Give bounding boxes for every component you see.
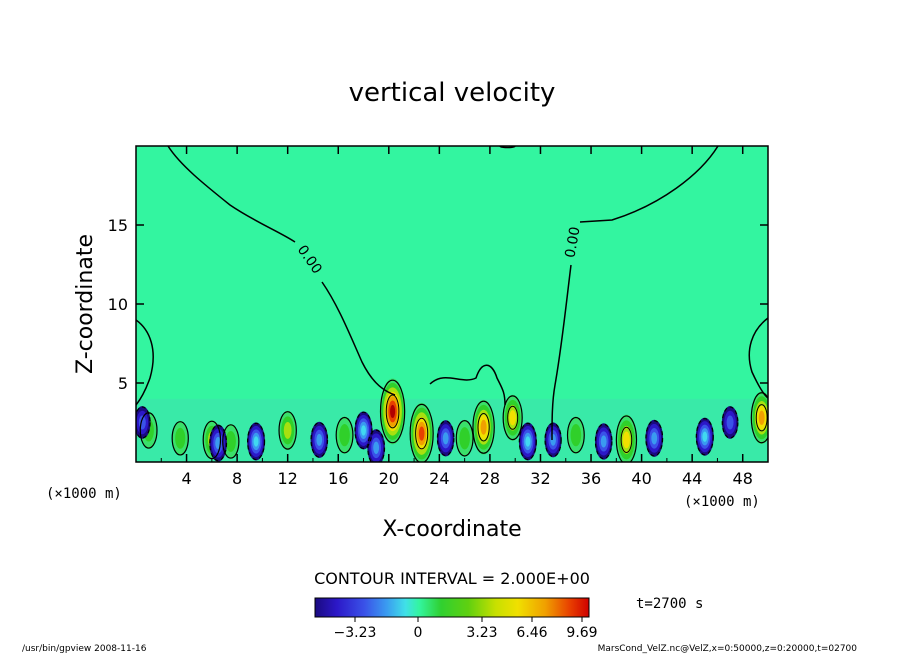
cell-contour (222, 424, 240, 459)
updraft-cell (622, 431, 630, 449)
downdraft-cell (361, 425, 366, 436)
colorbar-tick-label: 3.23 (466, 625, 497, 641)
cell-contour (502, 395, 523, 441)
cell-contour (518, 422, 537, 461)
colorbar-ticks (354, 617, 583, 622)
cell-contour-inner (477, 413, 490, 442)
cell-contour (566, 416, 585, 454)
x-tick-label: 36 (581, 469, 601, 488)
cell-contour (409, 403, 434, 462)
x-tick-label: 16 (328, 469, 348, 488)
cell-contour (695, 418, 714, 456)
cell-contour (247, 422, 266, 461)
contour-label: 0.00 (562, 226, 583, 259)
cell-contour-inner (755, 404, 768, 432)
cell-contour (544, 422, 562, 458)
downdraft-cell (525, 436, 531, 447)
cell-contour (310, 422, 329, 458)
downdraft-cell (373, 441, 380, 454)
downdraft-cell (651, 432, 658, 445)
footer-right: MarsCond_VelZ.nc@VelZ,x=0:50000,z=0:2000… (598, 644, 858, 654)
y-tick-label: 15 (108, 216, 128, 235)
colorbar (314, 597, 590, 618)
zero-contour-left (167, 146, 396, 396)
x-unit-right: (×1000 m) (684, 494, 760, 510)
cell-contour-inner (620, 426, 633, 453)
cell-contour-inner (507, 405, 519, 430)
zero-contour-west (136, 319, 154, 406)
contour-cells (136, 379, 768, 462)
cell-contour (455, 420, 474, 457)
cell-contour (721, 406, 739, 439)
x-tick-label: 8 (232, 469, 242, 488)
cell-contour (615, 415, 638, 462)
colorbar-tick-label: 9.69 (566, 625, 597, 641)
y-tick-label: 10 (108, 295, 128, 314)
cell-contour (367, 429, 386, 462)
cell-contour (354, 411, 373, 450)
y-tick-label: 5 (118, 374, 128, 393)
y-axis-label: Z-coordinate (73, 234, 98, 374)
x-tick-label: 48 (733, 469, 753, 488)
updraft-cell (418, 426, 425, 441)
colorbar-tick-label: −3.23 (334, 625, 377, 641)
cell-contour (335, 416, 354, 454)
x-tick-label: 12 (278, 469, 298, 488)
updraft-cell (758, 410, 765, 425)
cell-contour (278, 411, 297, 450)
cell-contour (136, 406, 151, 439)
cell-contour (750, 392, 768, 444)
updraft-cell (339, 423, 350, 447)
downdraft-cell (316, 433, 323, 446)
x-unit-left: (×1000 m) (46, 486, 122, 502)
cell-contour-inner (385, 394, 400, 429)
cell-contour (645, 420, 664, 457)
cell-contour (171, 421, 189, 456)
cell-contour (209, 424, 228, 462)
downdraft-cell (550, 434, 556, 446)
x-tick-label: 20 (379, 469, 399, 488)
updraft-cell (570, 423, 582, 447)
x-tick-label: 40 (631, 469, 651, 488)
colorbar-tick-label: 6.46 (516, 625, 547, 641)
chart-title: vertical velocity (349, 78, 556, 108)
x-axis-label: X-coordinate (382, 517, 521, 542)
cell-contour (472, 400, 495, 454)
updraft-cell (175, 427, 186, 449)
updraft-cell (459, 427, 470, 450)
x-tick-label: 24 (429, 469, 449, 488)
downdraft-cell (702, 431, 708, 442)
x-tick-label: 4 (181, 469, 191, 488)
cell-contour (436, 420, 455, 457)
cell-contour-inner (415, 417, 429, 450)
x-tick-label: 32 (530, 469, 550, 488)
downdraft-cell (442, 432, 449, 445)
zero-contour-mid (429, 364, 506, 406)
downdraft-cell (726, 415, 734, 430)
zero-contour-right (551, 146, 719, 441)
contour-interval: CONTOUR INTERVAL = 2.000E+00 (314, 569, 590, 588)
time-label: t=2700 s (636, 596, 703, 612)
cell-contour (379, 379, 406, 444)
downdraft-cell (600, 435, 607, 448)
colorbar-tick-label: 0 (414, 625, 423, 641)
updraft-cell (283, 421, 292, 439)
x-tick-label: 44 (682, 469, 702, 488)
updraft-cell (509, 410, 517, 426)
updraft-cell (390, 404, 396, 419)
heatmap-field (136, 378, 768, 462)
downdraft-cell (253, 436, 259, 447)
cell-contour (594, 423, 613, 460)
updraft-cell (480, 419, 487, 435)
updraft-cell (225, 430, 236, 452)
footer-left: /usr/bin/gpview 2008-11-16 (22, 644, 147, 654)
x-tick-label: 28 (480, 469, 500, 488)
